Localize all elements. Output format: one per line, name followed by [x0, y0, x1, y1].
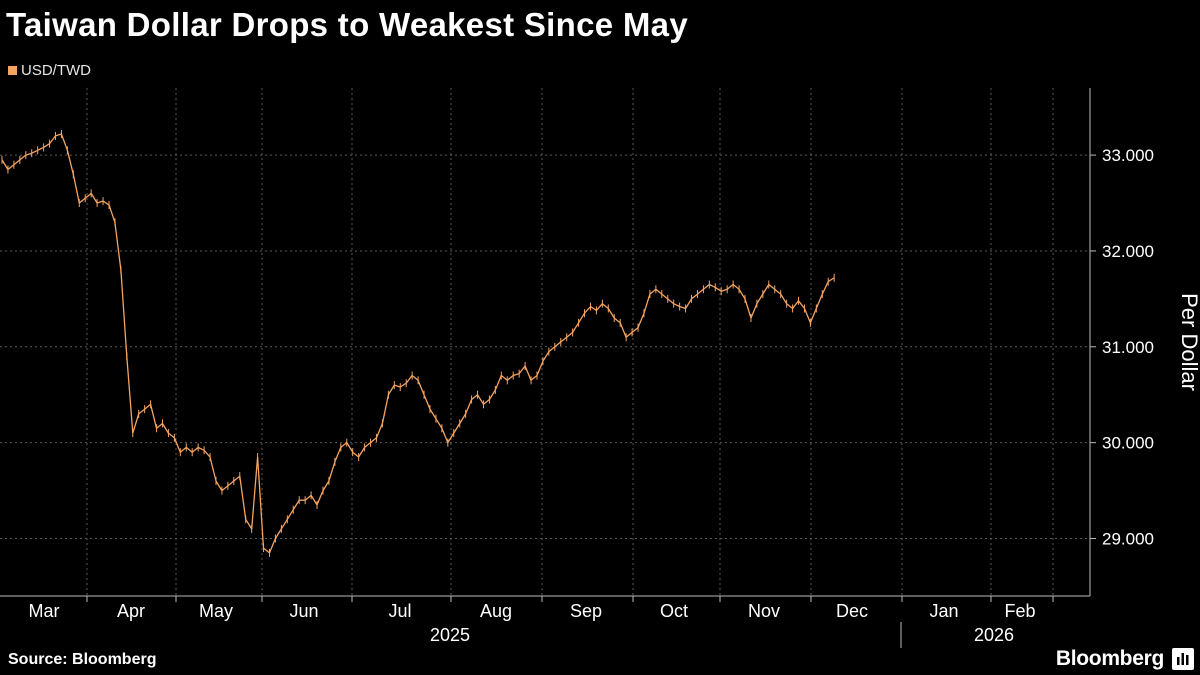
x-year-label: 2025 — [430, 625, 470, 645]
y-tick-label: 32.000 — [1102, 242, 1154, 261]
x-month-label: Jan — [929, 601, 958, 621]
x-month-label: Oct — [660, 601, 688, 621]
grid-lines — [0, 88, 1090, 596]
chart-legend: USD/TWD — [8, 62, 91, 79]
x-month-label: Apr — [117, 601, 145, 621]
y-tick-label: 30.000 — [1102, 434, 1154, 453]
x-month-label: Jul — [388, 601, 411, 621]
legend-label: USD/TWD — [21, 62, 91, 79]
x-year-label: 2026 — [974, 625, 1014, 645]
y-tick-label: 33.000 — [1102, 146, 1154, 165]
y-axis-title: Per Dollar — [1177, 293, 1200, 391]
x-month-label: Feb — [1004, 601, 1035, 621]
x-month-label: May — [199, 601, 233, 621]
axis-labels: 29.000 30.000 31.000 32.000 33.000 Mar Apr May J… — [29, 146, 1200, 645]
x-month-label: Sep — [570, 601, 602, 621]
y-tick-label: 31.000 — [1102, 338, 1154, 357]
x-month-label: Mar — [29, 601, 60, 621]
axes — [0, 88, 1096, 648]
y-tick-label: 29.000 — [1102, 529, 1154, 548]
x-month-label: Jun — [289, 601, 318, 621]
bloomberg-logo-icon — [1172, 648, 1194, 670]
chart-title: Taiwan Dollar Drops to Weakest Since May — [6, 6, 688, 43]
series-line — [1, 133, 835, 554]
legend-swatch — [8, 66, 17, 75]
x-month-label: Nov — [748, 601, 780, 621]
x-month-label: Dec — [836, 601, 868, 621]
brand-wordmark: Bloomberg — [1055, 647, 1164, 670]
x-month-label: Aug — [480, 601, 512, 621]
source-note: Source: Bloomberg — [8, 651, 157, 668]
series-usd-twd — [1, 130, 835, 557]
